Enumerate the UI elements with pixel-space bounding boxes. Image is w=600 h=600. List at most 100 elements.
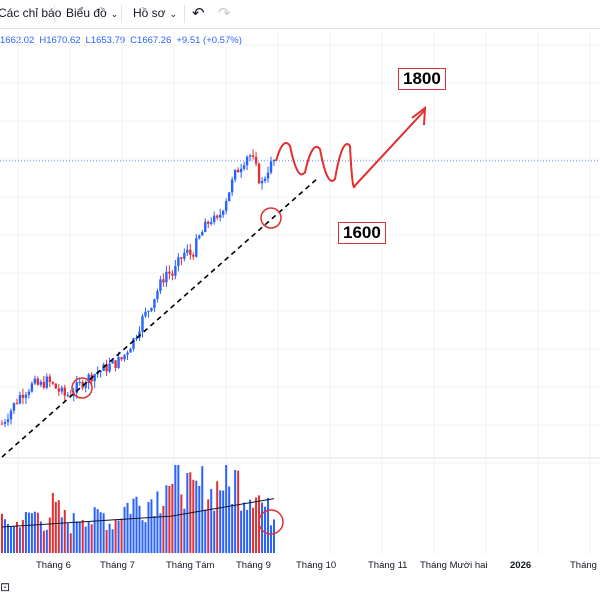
volume-bar <box>261 502 264 553</box>
candle-body <box>21 394 25 398</box>
candle-body <box>189 249 192 255</box>
volume-bar <box>48 517 51 553</box>
calendar-icon[interactable]: ⊡ <box>0 580 11 594</box>
ohlc-close: C1667.26 <box>130 35 172 46</box>
candle-body <box>75 382 78 393</box>
volume-bar <box>102 513 105 553</box>
support-trendline <box>1 177 319 458</box>
volume-bar <box>1 513 3 553</box>
volume-bar <box>192 479 195 553</box>
volume-bar <box>147 502 150 553</box>
candle-body <box>230 179 234 193</box>
candle-body <box>78 381 81 383</box>
volume-bar <box>129 513 132 553</box>
candle-body <box>129 348 132 353</box>
candle-body <box>9 410 13 420</box>
x-tick-label: Tháng 6 <box>36 560 71 571</box>
volume-bar <box>123 506 126 553</box>
candle-body <box>213 215 216 223</box>
candle-body <box>18 394 22 404</box>
candle-body <box>57 388 60 392</box>
volume-bar <box>96 509 99 553</box>
chart-type-button[interactable]: Biểu đồ ⌄ <box>66 6 118 20</box>
volume-bar <box>171 483 174 553</box>
candle-body <box>132 338 135 349</box>
chart-type-label: Biểu đồ <box>66 6 107 20</box>
volume-bar <box>198 485 201 553</box>
volume-bar <box>249 499 252 553</box>
candle-body <box>183 252 186 259</box>
volume-bar <box>255 497 258 553</box>
candle-body <box>30 383 34 392</box>
volume-bar <box>213 510 216 553</box>
candle-body <box>60 387 63 392</box>
volume-bar <box>135 496 138 553</box>
candle-body <box>87 374 90 384</box>
candle-body <box>242 165 246 169</box>
volume-bar <box>219 490 222 553</box>
volume-bar <box>15 521 18 553</box>
candle-body <box>233 169 237 180</box>
volume-bar <box>72 513 75 553</box>
volume-bar <box>237 470 240 553</box>
candle-body <box>198 235 201 239</box>
ohlc-change: +9.51 (+0.57%) <box>176 35 242 46</box>
ohlc-low: L1653.79 <box>85 35 126 46</box>
x-tick-label: Tháng Tám <box>166 560 214 571</box>
volume-bar <box>60 517 63 553</box>
x-tick-label: Tháng 9 <box>236 560 271 571</box>
volume-bar <box>39 521 42 553</box>
x-tick-label: Tháng 10 <box>296 560 336 571</box>
volume-bar <box>36 512 39 553</box>
volume-ma-line <box>1 498 275 528</box>
volume-bar <box>207 499 210 553</box>
volume-bar <box>117 520 120 553</box>
candle-body <box>39 381 43 385</box>
candle-body <box>171 273 174 276</box>
volume-bar <box>54 501 57 553</box>
candle-body <box>257 163 261 184</box>
candle-body <box>224 201 228 211</box>
volume-bar <box>3 519 6 553</box>
undo-icon[interactable]: ↶ <box>192 5 205 22</box>
touch-circle <box>71 377 93 399</box>
volume-bar <box>12 525 15 553</box>
candle-body <box>269 161 273 173</box>
volume-bar <box>216 481 219 553</box>
ohlc-open: 1662.02 <box>0 35 35 46</box>
candle-body <box>236 169 240 173</box>
toolbar-divider <box>54 5 55 23</box>
ohlc-legend: 1662.02 H1670.62 L1653.79 C1667.26 +9.51 (+0… <box>0 35 247 46</box>
candle-body <box>239 168 243 173</box>
candle-body <box>126 352 129 355</box>
candle-body <box>0 423 4 425</box>
chevron-down-icon: ⌄ <box>110 9 119 19</box>
target-low-label: 1600 <box>338 222 386 244</box>
projection-path <box>275 109 426 189</box>
candle-body <box>263 178 267 182</box>
candle-body <box>201 232 204 236</box>
candle-body <box>245 156 249 166</box>
volume-bar <box>84 526 87 553</box>
volume-bar <box>138 505 141 553</box>
volume-bar <box>228 486 231 553</box>
candle-body <box>6 419 10 423</box>
volume-bar <box>69 533 72 553</box>
candle-body <box>210 222 213 224</box>
candle-body <box>177 257 180 267</box>
volume-bar <box>162 505 165 553</box>
candle-body <box>84 383 87 388</box>
candle-body <box>15 403 19 405</box>
volume-bar <box>21 520 24 553</box>
volume-bar <box>243 502 246 553</box>
candle-body <box>108 363 111 372</box>
indicators-button[interactable]: Các chỉ báo <box>0 6 61 20</box>
profile-button[interactable]: Hồ sơ ⌄ <box>133 6 177 20</box>
volume-bar <box>126 502 129 553</box>
volume-bar <box>234 469 237 553</box>
candle-body <box>93 374 96 382</box>
volume-bar <box>165 485 168 553</box>
candle-body <box>165 271 168 283</box>
chevron-down-icon: ⌄ <box>169 9 178 19</box>
